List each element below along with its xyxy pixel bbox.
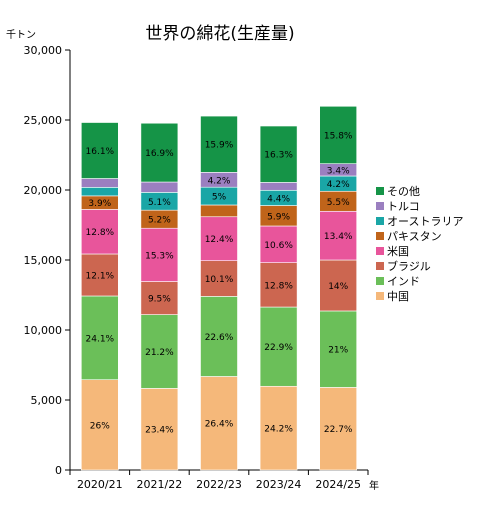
bar-segment-label: 12.1% <box>86 271 115 281</box>
bar-segment-label: 16.1% <box>86 147 115 157</box>
x-tick-label: 2024/25 <box>315 478 361 491</box>
legend-label: インド <box>387 275 420 288</box>
legend-label: 中国 <box>387 290 409 303</box>
y-tick-label: 0 <box>55 464 62 477</box>
bar-segment <box>200 260 238 297</box>
bar-segment <box>81 209 119 255</box>
legend-swatch <box>376 277 384 285</box>
bar-segment <box>81 178 119 188</box>
bar-segment-label: 4.2% <box>208 176 231 186</box>
bar-segment <box>81 187 119 197</box>
y-tick-label: 5,000 <box>31 394 63 407</box>
bar-segment <box>81 295 119 381</box>
bar-segment-label: 15.3% <box>145 251 174 261</box>
legend-swatch <box>376 187 384 195</box>
bar-segment-label: 15.8% <box>324 131 353 141</box>
legend-swatch <box>376 217 384 225</box>
bar-segment <box>259 262 298 308</box>
bar-segment <box>81 122 119 179</box>
bar-segment <box>81 379 119 471</box>
bar-segment <box>200 115 238 173</box>
bar-segment-label: 3.9% <box>88 199 111 209</box>
bar-segment-label: 14% <box>328 282 348 292</box>
bar-segment-label: 3.4% <box>327 166 350 176</box>
bar-segment <box>140 227 179 282</box>
bar-segment <box>259 225 298 263</box>
bar-segment-label: 26% <box>90 421 110 431</box>
legend-swatch <box>376 262 384 270</box>
bar-segment <box>140 314 179 389</box>
bar-segment-label: 4.4% <box>267 194 290 204</box>
legend-swatch <box>376 292 384 300</box>
bar-segment-label: 24.2% <box>264 425 293 435</box>
bar-segment <box>319 105 358 164</box>
bar-segment <box>319 310 358 388</box>
bar-segment <box>200 204 238 218</box>
y-tick-label: 15,000 <box>24 254 63 267</box>
y-tick-label: 25,000 <box>24 114 63 127</box>
bar-segment-label: 24.1% <box>86 334 115 344</box>
bar-segment-label: 15.9% <box>205 141 234 151</box>
bar-segment <box>200 296 238 377</box>
legend-label: ブラジル <box>387 259 431 273</box>
x-axis-unit: 年 <box>369 479 379 492</box>
legend-swatch <box>376 247 384 255</box>
bar-segment-label: 16.9% <box>145 149 174 159</box>
bar-segment <box>259 182 298 191</box>
bar-segment <box>259 125 298 183</box>
bar-segment-label: 4.2% <box>327 180 350 190</box>
chart-title: 世界の綿花(生産量) <box>145 24 294 44</box>
y-tick-label: 20,000 <box>24 184 63 197</box>
y-axis-unit: 千トン <box>6 29 36 41</box>
bar-segment-label: 12.8% <box>264 281 293 291</box>
bar-segment-label: 26.4% <box>205 420 234 430</box>
x-tick-label: 2023/24 <box>256 478 302 491</box>
bar-segment-label: 5.5% <box>327 198 350 208</box>
bar-segment-label: 21.2% <box>145 348 174 358</box>
x-tick-label: 2021/22 <box>137 478 183 491</box>
bar-segment-label: 22.6% <box>205 333 234 343</box>
x-tick-label: 2020/21 <box>77 478 123 491</box>
bar-segment <box>319 259 358 312</box>
bar-segment-label: 12.8% <box>86 228 115 238</box>
bar-segment-label: 22.9% <box>264 343 293 353</box>
bar-segment-label: 13.4% <box>324 232 353 242</box>
bar-segment-label: 10.1% <box>205 275 234 285</box>
bar-segment <box>319 210 358 261</box>
bar-segment-label: 23.4% <box>145 426 174 436</box>
x-tick-label: 2022/23 <box>196 478 242 491</box>
bar-segment-label: 5.9% <box>267 212 290 222</box>
bar-segment-label: 22.7% <box>324 425 353 435</box>
bar-segment <box>140 181 179 193</box>
y-tick-label: 10,000 <box>24 324 63 337</box>
bar-segment <box>140 388 179 471</box>
bar-segment <box>319 387 358 471</box>
legend-label: 米国 <box>387 245 409 258</box>
bar-segment-label: 5% <box>212 193 227 203</box>
bar-segment-label: 16.3% <box>264 151 293 161</box>
y-tick-label: 30,000 <box>24 44 63 57</box>
bar-segment-label: 10.6% <box>264 241 293 251</box>
bar-segment-label: 9.5% <box>148 295 171 305</box>
bar-segment-label: 5.2% <box>148 216 171 226</box>
legend-label: その他 <box>387 185 420 198</box>
legend-label: パキスタン <box>387 230 442 243</box>
legend-label: オーストラリア <box>387 215 463 228</box>
bar-segment-label: 21% <box>328 346 348 356</box>
bar-segment <box>81 253 119 297</box>
bar-segment-label: 12.4% <box>205 235 234 245</box>
bar-segment-label: 5.1% <box>148 198 171 208</box>
bar-segment <box>259 385 298 471</box>
plot-area: 0 5,000 10,000 15,000 20,000 25,000 30,000 26% 2… <box>24 44 369 491</box>
bar-segment <box>140 122 179 183</box>
legend-label: トルコ <box>387 200 420 213</box>
legend-swatch <box>376 202 384 210</box>
legend-swatch <box>376 232 384 240</box>
